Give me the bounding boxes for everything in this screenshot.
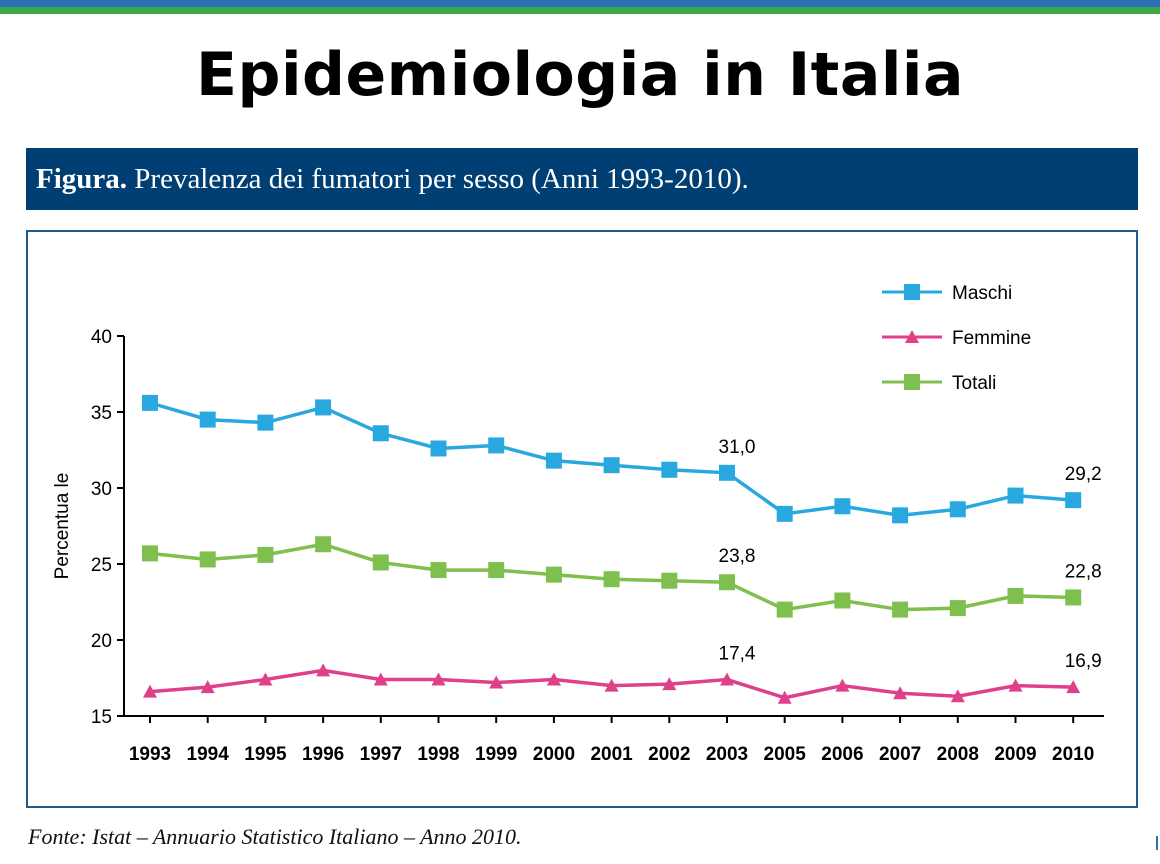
data-point-femmine [546,672,561,686]
line-chart: 15 20 25 30 35 40 Percentua le 1993 1994 1995 1996… [52,283,1104,765]
x-tick-label: 1993 [129,744,171,765]
x-tick-label: 1995 [244,744,287,765]
data-point-femmine [950,689,965,703]
data-point-totali [834,592,851,609]
data-point-femmine [373,672,388,686]
chart-frame: 15 20 25 30 35 40 Percentua le 1993 1994 1995 1996… [26,230,1138,808]
x-tick-label: 2000 [533,744,575,765]
data-point-totali [372,554,389,571]
data-point-femmine [143,684,157,698]
y-tick-label: 30 [91,479,112,500]
data-label-totali-2010: 22,8 [1065,561,1102,582]
data-point-femmine [1008,678,1023,692]
legend-marker-totali [904,374,920,390]
figure-header: Figura. Prevalenza dei fumatori per sess… [26,148,1138,210]
x-tick-label: 1994 [187,744,230,765]
data-point-femmine [604,678,619,692]
legend-marker-femmine [905,330,919,343]
x-tick-label: 1997 [360,744,402,765]
data-point-maschi [488,437,505,454]
data-label-maschi-2003: 31,0 [719,437,756,458]
legend-label-totali: Totali [952,373,996,394]
data-point-maschi [776,505,793,522]
data-point-femmine [720,672,734,686]
data-point-totali [199,551,216,568]
data-point-femmine [489,675,504,689]
data-point-femmine [777,690,792,704]
data-point-maschi [949,501,966,518]
x-tick-label: 2001 [590,744,633,765]
data-point-femmine [893,686,908,700]
figure-caption: Prevalenza dei fumatori per sesso (Anni … [134,163,749,195]
top-accent-band [0,0,1160,14]
data-label-totali-2003: 23,8 [719,546,756,567]
x-tick-label: 1998 [417,744,459,765]
x-tick-label: 1999 [475,744,517,765]
data-point-maschi [372,425,389,442]
data-point-femmine [431,672,446,686]
legend-marker-maschi [904,284,920,300]
source-note: Fonte: Istat – Annuario Statistico Itali… [28,824,522,849]
data-point-totali [430,562,447,579]
slide-title: Epidemiologia in Italia [196,40,964,110]
data-point-femmine [258,672,273,686]
data-point-maschi [199,411,216,428]
data-point-totali [315,536,332,553]
data-point-totali [257,546,274,563]
data-point-totali [776,601,793,618]
data-point-maschi [603,457,620,474]
y-tick-label: 35 [91,403,112,424]
data-point-totali [719,574,735,591]
x-tick-label: 2003 [706,744,748,765]
y-axis-label: Percentua le [52,473,73,580]
y-tick-label: 40 [91,327,112,348]
x-tick-label: 2010 [1052,744,1094,765]
x-tick-label: 2008 [937,744,979,765]
data-point-maschi [1065,492,1082,509]
data-point-totali [603,571,620,588]
data-label-femmine-2010: 16,9 [1065,651,1102,672]
y-tick-label: 20 [91,631,112,652]
data-point-totali [1007,587,1024,604]
data-point-femmine [200,680,215,694]
data-label-maschi-2010: 29,2 [1065,464,1102,485]
data-point-totali [661,572,678,589]
x-tick-label: 1996 [302,744,344,765]
data-point-totali [488,562,505,579]
data-point-maschi [892,507,909,524]
x-tick-label: 2007 [879,744,921,765]
figure-prefix: Figura. [36,163,128,195]
y-tick-label: 15 [91,707,112,728]
data-point-femmine [1066,680,1081,694]
data-point-maschi [430,440,447,457]
data-point-totali [1065,589,1082,606]
data-point-maschi [142,394,158,411]
legend-label-maschi: Maschi [952,283,1012,304]
data-point-totali [142,545,158,562]
data-point-maschi [315,399,332,416]
slide-edge-mark [1156,836,1158,850]
data-point-maschi [661,461,678,478]
legend-label-femmine: Femmine [952,328,1031,349]
x-tick-label: 2006 [821,744,863,765]
x-tick-label: 2002 [648,744,690,765]
data-point-maschi [1007,487,1024,504]
data-point-totali [545,566,562,583]
data-point-femmine [316,663,331,677]
data-label-femmine-2003: 17,4 [719,644,756,665]
y-tick-label: 25 [91,555,112,576]
data-point-maschi [719,464,735,481]
data-point-femmine [662,677,677,691]
data-point-maschi [257,414,274,431]
data-point-totali [892,601,909,618]
data-point-maschi [834,498,851,515]
data-point-maschi [545,452,562,469]
top-accent-band-blue [0,0,1160,7]
data-point-totali [949,600,966,617]
x-tick-label: 2009 [994,744,1036,765]
data-point-femmine [835,678,850,692]
top-accent-band-green [0,7,1160,14]
x-tick-label: 2005 [764,744,807,765]
